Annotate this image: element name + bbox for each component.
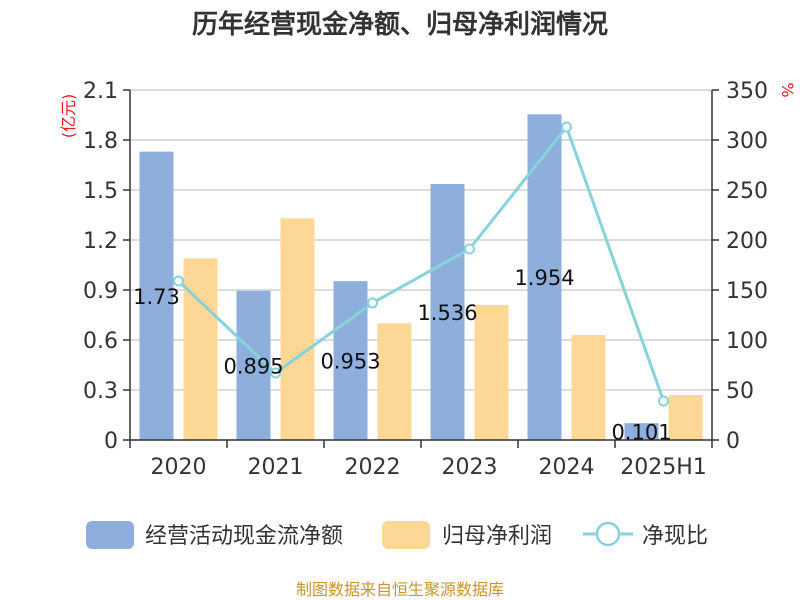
legend-cash-flow-label: 经营活动现金流净额 — [145, 524, 343, 549]
net-profit-bar — [668, 395, 703, 440]
legend[interactable]: 经营活动现金流净额 归母净利润 净现比 — [86, 521, 708, 549]
right-tick-label: 200 — [726, 229, 768, 254]
net-profit-bar — [571, 335, 606, 440]
left-tick-label: 0.6 — [83, 329, 118, 354]
right-tick-label: 350 — [726, 79, 768, 104]
legend-ratio-marker — [595, 521, 621, 547]
left-tick-label: 1.2 — [83, 229, 118, 254]
ratio-line-series — [173, 121, 669, 407]
legend-net-profit-swatch — [382, 521, 430, 549]
net-profit-bar — [377, 323, 412, 440]
cash-flow-bar — [624, 423, 659, 440]
left-axis-unit: (亿元) — [59, 94, 78, 139]
left-tick-label: 2.1 — [83, 79, 118, 104]
legend-net-profit-label: 归母净利润 — [442, 524, 552, 549]
cash-flow-bar — [236, 290, 271, 440]
cash-flow-data-label: 1.73 — [133, 285, 180, 309]
bar-series — [139, 114, 703, 440]
x-tick-label: 2024 — [539, 455, 595, 480]
x-tick-label: 2022 — [345, 455, 401, 480]
right-axis-unit: % — [778, 82, 797, 97]
legend-ratio-label: 净现比 — [642, 524, 708, 549]
right-tick-label: 300 — [726, 129, 768, 154]
cash-flow-bar — [333, 281, 368, 440]
gridlines — [130, 89, 712, 441]
right-tick-label: 50 — [726, 379, 754, 404]
left-tick-label: 0.9 — [83, 279, 118, 304]
ratio-point — [658, 395, 669, 407]
ratio-point — [367, 297, 378, 309]
cash-flow-data-label: 0.101 — [611, 421, 671, 445]
legend-cash-flow-swatch — [86, 521, 134, 549]
x-tick-label: 2025H1 — [620, 455, 707, 480]
x-tick-label: 2020 — [151, 455, 207, 480]
ratio-point — [270, 367, 281, 379]
left-tick-label: 1.8 — [83, 129, 118, 154]
left-tick-label: 0 — [104, 429, 118, 454]
net-profit-bar — [280, 218, 315, 440]
ratio-line — [177, 123, 665, 402]
x-tick-label: 2023 — [442, 455, 498, 480]
right-tick-label: 250 — [726, 179, 768, 204]
right-tick-label: 100 — [726, 329, 768, 354]
cash-flow-data-label: 0.953 — [320, 350, 380, 374]
cash-flow-bar — [139, 151, 174, 440]
net-profit-bar — [183, 258, 218, 440]
axes: 0 0 0.3 50 0.6 100 0.9 150 1.2 200 1.5 250 1.8 300 2.1… — [83, 79, 768, 480]
ratio-point — [173, 275, 184, 287]
right-tick-label: 150 — [726, 279, 768, 304]
left-tick-label: 1.5 — [83, 179, 118, 204]
cash-flow-data-label: 1.536 — [417, 301, 477, 325]
cash-flow-data-label: 0.895 — [223, 354, 283, 378]
ratio-point — [464, 243, 475, 255]
cash-flow-data-label: 1.954 — [514, 266, 574, 290]
chart-title: 历年经营现金净额、归母净利润情况 — [192, 9, 608, 40]
cash-flow-bar — [430, 184, 465, 440]
x-tick-label: 2021 — [248, 455, 304, 480]
source-note: 制图数据来自恒生聚源数据库 — [296, 580, 504, 599]
ratio-point — [561, 121, 572, 133]
left-tick-label: 0.3 — [83, 379, 118, 404]
net-profit-bar — [474, 305, 509, 440]
data-labels: 1.73 0.895 0.953 1.536 1.954 0.101 — [133, 266, 671, 444]
right-tick-label: 0 — [726, 429, 740, 454]
